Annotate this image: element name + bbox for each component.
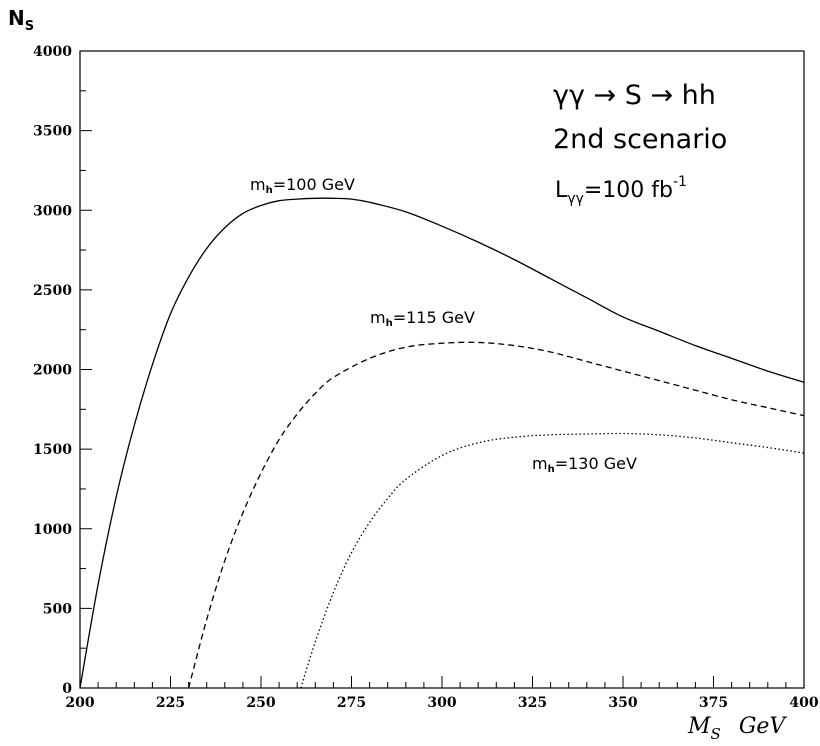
x-tick-label: 325: [518, 695, 547, 711]
y-tick-label: 2500: [33, 283, 72, 299]
x-tick-label: 225: [156, 695, 185, 711]
x-tick-label: 200: [65, 695, 94, 711]
y-tick-label: 1000: [33, 522, 72, 538]
y-tick-label: 3500: [33, 124, 72, 140]
x-tick-label: 400: [789, 695, 818, 711]
curve-mh130: [300, 432, 805, 689]
scenario-annotation: 2nd scenario: [553, 124, 727, 155]
curve-mh100: [79, 197, 805, 689]
x-axis-label: MS GeV: [687, 714, 787, 743]
x-tick-label: 350: [608, 695, 637, 711]
y-tick-label: 3000: [33, 203, 72, 219]
x-tick-label: 300: [427, 695, 456, 711]
x-tick-label: 375: [699, 695, 728, 711]
y-tick-label: 500: [43, 601, 72, 617]
tick-labels: 200 225 250 275 300 325 350 375 4000500100015002…: [33, 44, 819, 711]
y-tick-label: 0: [62, 681, 72, 697]
curve-label-mh115: mh=115 GeV: [370, 308, 475, 329]
axis-ticks: [79, 50, 805, 689]
curve-label-mh100: mh=100 GeV: [250, 175, 355, 196]
luminosity-annotation: Lγγ=100 fb-1: [555, 174, 687, 207]
y-tick-label: 4000: [33, 44, 72, 60]
y-tick-label: 1500: [33, 442, 72, 458]
y-axis-label: NS: [8, 6, 34, 34]
curve-mh115: [187, 341, 805, 689]
curves: [79, 197, 805, 689]
curve-label-mh130: mh=130 GeV: [532, 454, 637, 475]
x-tick-label: 275: [337, 695, 366, 711]
y-tick-label: 2000: [33, 363, 72, 379]
process-annotation: γγ → S → hh: [553, 80, 716, 111]
x-tick-label: 250: [246, 695, 275, 711]
